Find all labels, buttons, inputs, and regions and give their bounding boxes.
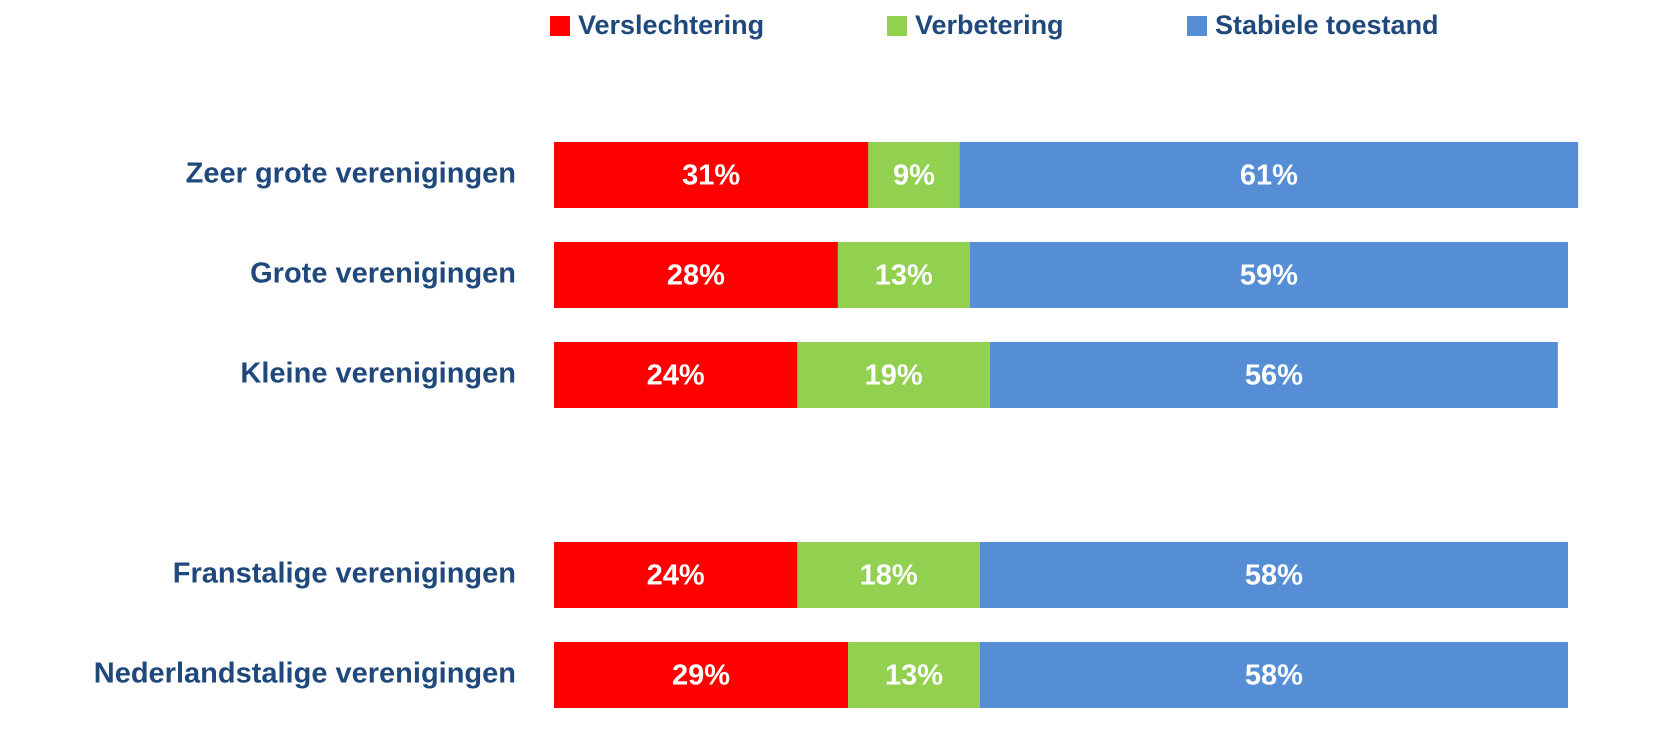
data-label: 24%: [647, 360, 705, 392]
data-label: 28%: [667, 260, 725, 292]
data-label: 58%: [1245, 560, 1303, 592]
data-label: 31%: [682, 160, 740, 192]
bar-segment: [554, 642, 849, 708]
data-label: 29%: [672, 660, 730, 692]
bar-segment: [979, 542, 1568, 608]
bar-segment: [554, 342, 798, 408]
bar-segment: [969, 242, 1568, 308]
category-label: Kleine verenigingen: [240, 358, 516, 390]
data-label: 9%: [893, 160, 935, 192]
data-label: 13%: [885, 660, 943, 692]
bar-segment: [554, 142, 869, 208]
data-label: 24%: [647, 560, 705, 592]
category-label: Franstalige verenigingen: [173, 558, 516, 590]
bar-segment: [979, 642, 1568, 708]
data-label: 56%: [1245, 360, 1303, 392]
legend-swatch: [887, 16, 907, 36]
legend-label: Verbetering: [915, 10, 1064, 40]
bar-segment: [797, 542, 980, 608]
category-label: Nederlandstalige verenigingen: [94, 658, 516, 690]
category-label: Grote verenigingen: [250, 258, 516, 290]
bar-segment: [848, 642, 980, 708]
legend-swatch: [550, 16, 570, 36]
legend-swatch: [1187, 16, 1207, 36]
bar-segment: [990, 342, 1558, 408]
bar-segment: [868, 142, 960, 208]
data-label: 58%: [1245, 660, 1303, 692]
bar-segment: [554, 542, 798, 608]
category-label: Zeer grote verenigingen: [186, 158, 516, 190]
data-label: 59%: [1240, 260, 1298, 292]
bar-segment: [797, 342, 991, 408]
legend-label: Stabiele toestand: [1215, 10, 1439, 40]
data-label: 18%: [860, 560, 918, 592]
data-label: 61%: [1240, 160, 1298, 192]
bar-segment: [959, 142, 1579, 208]
bar-segment: [837, 242, 970, 308]
data-label: 19%: [865, 360, 923, 392]
data-label: 13%: [875, 260, 933, 292]
legend-label: Verslechtering: [578, 10, 764, 40]
bar-segment: [554, 242, 838, 308]
